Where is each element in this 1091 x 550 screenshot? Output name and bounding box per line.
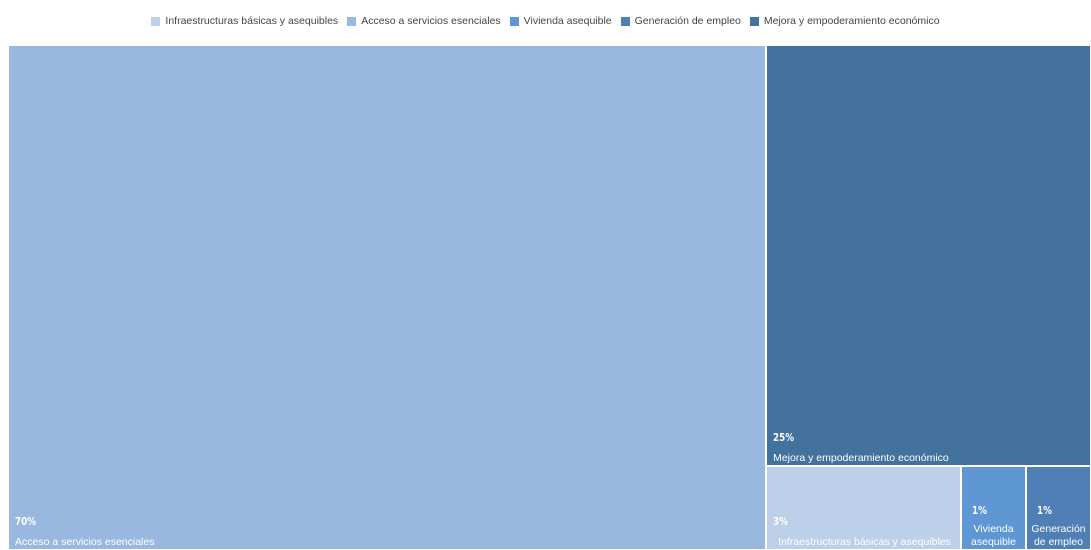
treemap-tile-vivienda-asequible[interactable]: 1% Vivienda asequible [961, 465, 1026, 550]
tile-value-label: 3% [773, 514, 789, 528]
legend-swatch [509, 16, 519, 26]
tile-label-group: 1% Generación de empleo [1029, 504, 1088, 549]
tile-label-group: 1% Vivienda asequible [964, 504, 1023, 549]
legend-swatch [347, 16, 357, 26]
treemap-tile-mejora-y-empoderamiento-economico[interactable]: 25% Mejora y empoderamiento económico [766, 45, 1091, 466]
tile-label-group: 70% Acceso a servicios esenciales [15, 515, 761, 549]
tile-label-group: 3% Infraestructuras básicas y asequibles [773, 515, 956, 549]
legend-item-infraestructuras-basicas-y-asequibles[interactable]: Infraestructuras básicas y asequibles [151, 15, 338, 27]
treemap-tile-generacion-de-empleo[interactable]: 1% Generación de empleo [1026, 465, 1091, 550]
treemap-tile-infraestructuras-basicas-y-asequibles[interactable]: 3% Infraestructuras básicas y asequibles [766, 465, 962, 550]
tile-category-label: Infraestructuras básicas y asequibles [778, 535, 951, 548]
legend-label: Mejora y empoderamiento económico [763, 15, 940, 27]
tile-category-label: Vivienda asequible [971, 522, 1016, 548]
legend-label: Generación de empleo [634, 15, 741, 27]
tile-value-label: 25% [773, 430, 795, 444]
legend-swatch [151, 16, 161, 26]
legend-label: Infraestructuras básicas y asequibles [165, 15, 339, 27]
chart-legend: Infraestructuras básicas y asequibles Acc… [0, 12, 1091, 30]
tile-category-label: Generación de empleo [1031, 522, 1086, 548]
legend-item-vivienda-asequible[interactable]: Vivienda asequible [509, 15, 612, 27]
legend-swatch [749, 16, 759, 26]
legend-item-generacion-de-empleo[interactable]: Generación de empleo [620, 15, 741, 27]
tile-category-label: Acceso a servicios esenciales [15, 536, 155, 548]
legend-label: Vivienda asequible [523, 15, 612, 27]
legend-swatch [620, 16, 630, 26]
treemap-tile-acceso-a-servicios-esenciales[interactable]: 70% Acceso a servicios esenciales [8, 45, 767, 550]
tile-label-group: 25% Mejora y empoderamiento económico [773, 431, 1086, 465]
tile-category-label: Mejora y empoderamiento económico [773, 451, 949, 464]
legend-item-acceso-a-servicios-esenciales[interactable]: Acceso a servicios esenciales [347, 15, 501, 27]
legend-item-mejora-y-empoderamiento-economico[interactable]: Mejora y empoderamiento económico [749, 15, 940, 27]
tile-value-label: 70% [15, 515, 37, 528]
tile-value-label: 1% [1037, 503, 1052, 517]
tile-value-label: 1% [972, 503, 987, 517]
legend-label: Acceso a servicios esenciales [361, 15, 501, 27]
